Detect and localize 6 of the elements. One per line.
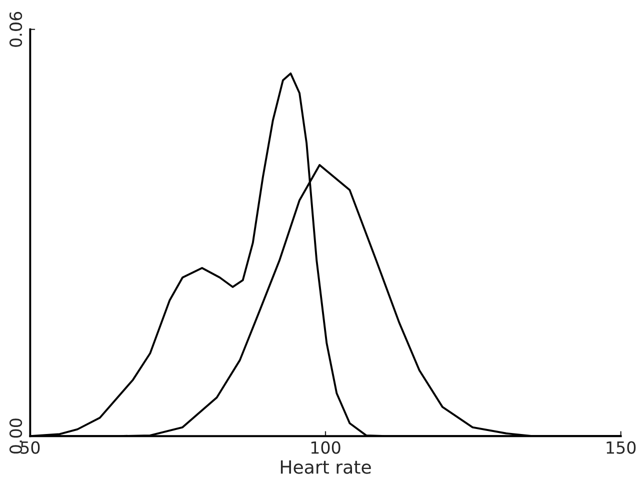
x-axis-title: Heart rate xyxy=(280,460,371,474)
x-tick-label: 50 xyxy=(20,441,40,454)
x-tick-label: 150 xyxy=(606,441,636,454)
y-tick-label: 0.00 xyxy=(9,418,22,454)
y-tick-label: 0.06 xyxy=(9,12,22,47)
x-tick-label: 100 xyxy=(311,441,340,454)
